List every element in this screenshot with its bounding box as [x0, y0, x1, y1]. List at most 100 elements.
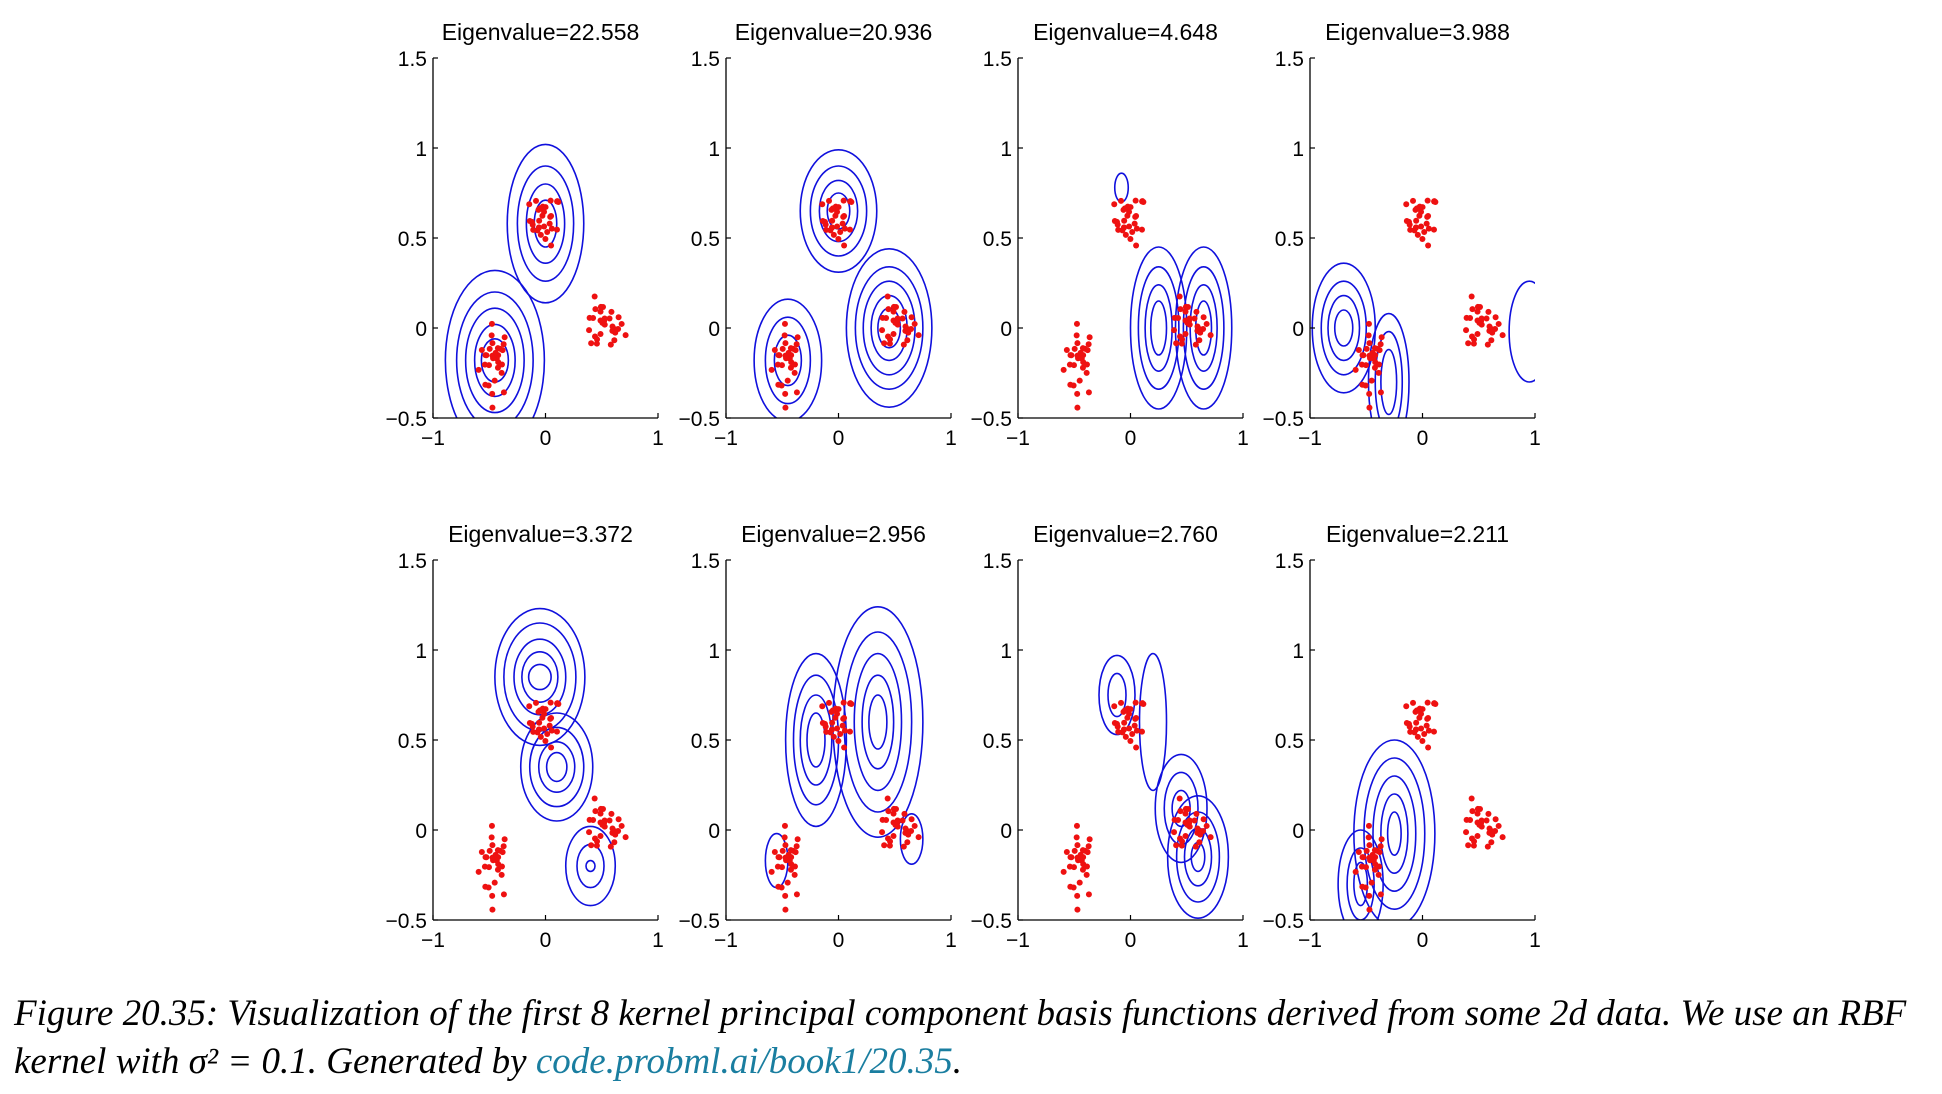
- data-point: [530, 226, 537, 233]
- data-point: [1467, 816, 1474, 823]
- data-point: [829, 217, 836, 224]
- data-point: [542, 236, 549, 243]
- data-point: [1352, 366, 1359, 373]
- data-point: [593, 340, 600, 347]
- data-point: [499, 347, 506, 354]
- data-point: [793, 843, 800, 850]
- data-point: [1474, 810, 1481, 817]
- data-point: [1405, 218, 1412, 225]
- data-point: [1465, 340, 1472, 347]
- data-point: [1113, 218, 1120, 225]
- data-point: [793, 389, 800, 396]
- data-point: [841, 242, 848, 249]
- data-point: [883, 314, 890, 321]
- data-point: [791, 369, 798, 376]
- panel-title: Eigenvalue=3.372: [448, 521, 633, 547]
- contour-line: [1149, 300, 1168, 356]
- contour-line: [784, 652, 848, 828]
- data-point: [782, 390, 789, 397]
- data-point: [885, 808, 892, 815]
- data-point: [821, 720, 828, 727]
- contour-line: [861, 674, 895, 770]
- contour-line: [494, 607, 586, 747]
- contour-line: [576, 843, 605, 889]
- data-point: [894, 315, 901, 322]
- data-points: [1352, 699, 1506, 913]
- data-point: [1133, 714, 1140, 721]
- data-point: [1122, 733, 1129, 740]
- data-point: [1355, 849, 1362, 856]
- data-point: [1171, 327, 1178, 334]
- data-point: [1083, 369, 1090, 376]
- data-point: [1413, 217, 1420, 224]
- contour-line: [1367, 312, 1410, 418]
- data-point: [1410, 699, 1417, 706]
- data-point: [1080, 359, 1087, 366]
- data-point: [841, 225, 848, 232]
- data-point: [1416, 212, 1423, 219]
- data-point: [526, 201, 533, 208]
- y-tick-label: 1.5: [983, 48, 1012, 71]
- data-point: [548, 212, 555, 219]
- data-point: [1085, 843, 1092, 850]
- data-point: [488, 332, 495, 339]
- data-point: [489, 340, 496, 347]
- data-point: [826, 197, 833, 204]
- data-point: [597, 303, 604, 310]
- contour-line: [799, 149, 878, 274]
- data-point: [890, 331, 897, 338]
- data-point: [597, 833, 604, 840]
- contour-line: [1386, 811, 1402, 857]
- data-point: [606, 315, 613, 322]
- data-point: [1084, 347, 1091, 354]
- x-tick-label: 0: [833, 427, 845, 450]
- data-point: [1182, 308, 1189, 315]
- y-tick-label: −0.5: [679, 910, 720, 933]
- panel-3: Eigenvalue=4.648 −0.5 0 0.5 1 1.5 −1 0 1: [971, 19, 1249, 450]
- data-point: [792, 347, 799, 354]
- data-point: [500, 341, 507, 348]
- data-point: [1366, 892, 1373, 899]
- data-point: [1207, 332, 1214, 339]
- data-point: [1175, 816, 1182, 823]
- contour-line: [1320, 280, 1368, 376]
- data-point: [1132, 699, 1139, 706]
- contour-line: [1374, 330, 1404, 418]
- data-point: [787, 866, 794, 873]
- data-point: [494, 866, 501, 873]
- data-point: [1197, 329, 1204, 336]
- data-point: [536, 719, 543, 726]
- data-point: [485, 362, 492, 369]
- data-point: [1179, 838, 1186, 845]
- data-point: [1071, 345, 1078, 352]
- data-point: [530, 728, 537, 735]
- data-point: [775, 883, 782, 890]
- data-point: [1421, 731, 1428, 738]
- data-point: [771, 849, 778, 856]
- data-point: [1133, 744, 1140, 751]
- data-point: [823, 728, 830, 735]
- data-point: [884, 293, 891, 300]
- data-point: [1111, 703, 1118, 710]
- data-point: [1124, 212, 1131, 219]
- contour-line: [1508, 280, 1535, 383]
- panel-title: Eigenvalue=20.936: [735, 19, 933, 45]
- data-point: [829, 205, 836, 212]
- data-point: [779, 847, 786, 854]
- contour-line: [464, 307, 525, 414]
- data-point: [1375, 369, 1382, 376]
- data-point: [771, 347, 778, 354]
- data-point: [548, 714, 555, 721]
- data-point: [537, 733, 544, 740]
- data-point: [1378, 334, 1385, 341]
- caption-link[interactable]: code.probml.ai/book1/20.35: [535, 1041, 953, 1082]
- data-point: [1084, 849, 1091, 856]
- data-point: [539, 212, 546, 219]
- data-point: [904, 839, 911, 846]
- data-point: [785, 851, 792, 858]
- data-point: [791, 871, 798, 878]
- data-point: [1133, 212, 1140, 219]
- data-point: [1076, 879, 1083, 886]
- data-points: [1060, 197, 1214, 411]
- data-point: [1067, 381, 1074, 388]
